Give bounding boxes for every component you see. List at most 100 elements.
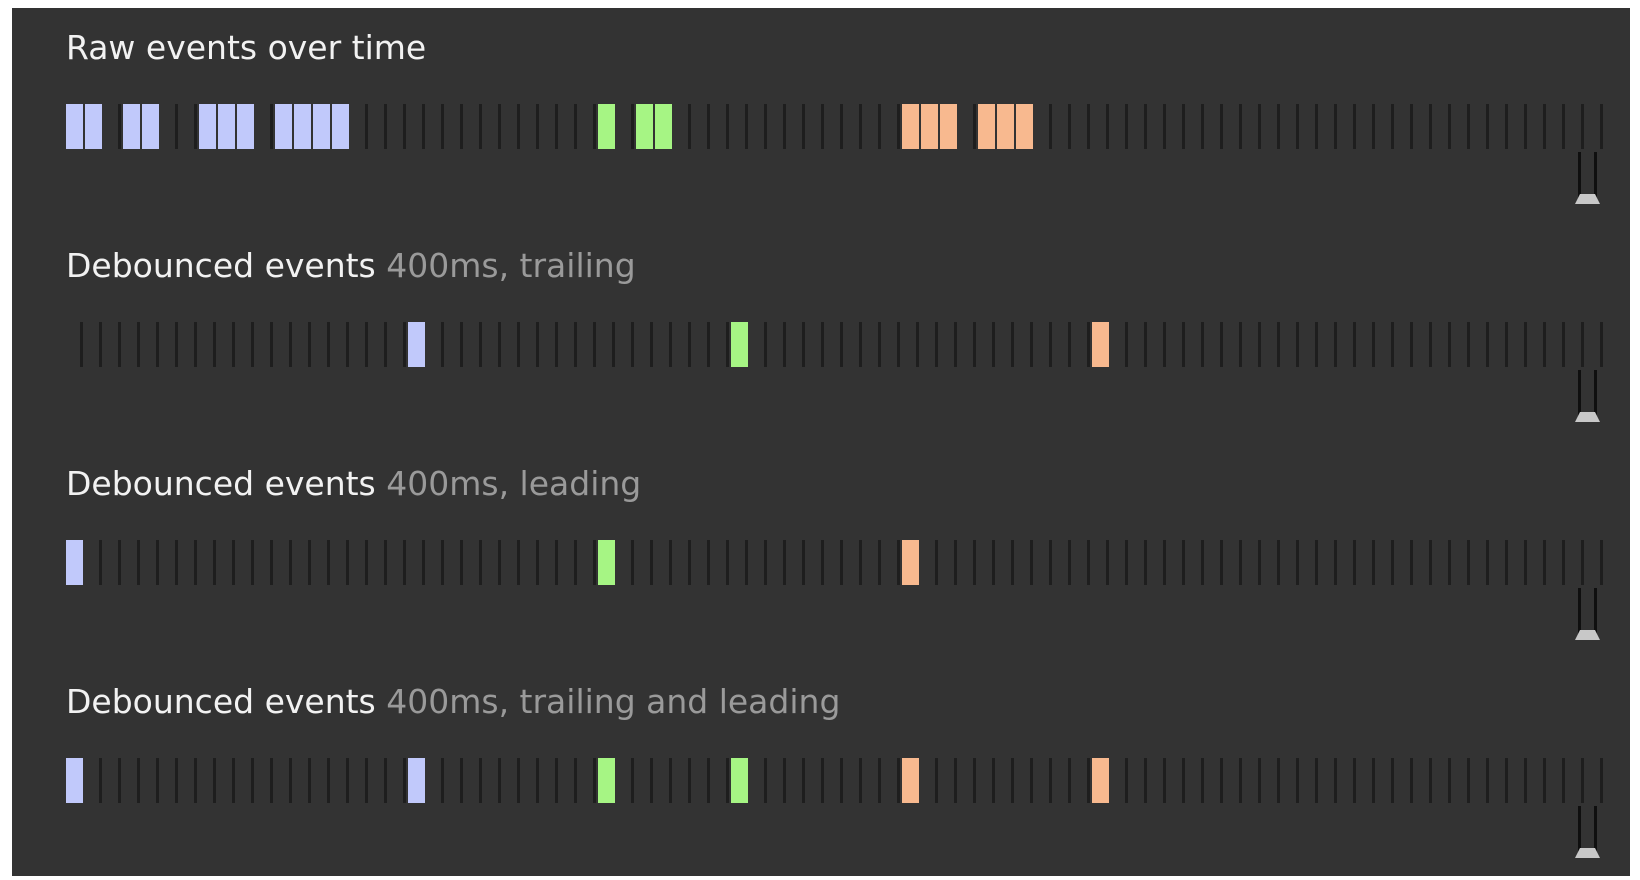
timeline-tick — [859, 104, 862, 149]
timeline-tick — [460, 322, 463, 367]
timeline-tick — [1163, 104, 1166, 149]
timeline-tick — [156, 758, 159, 803]
event-marker-c — [1016, 104, 1033, 149]
event-marker-a — [66, 540, 83, 585]
timeline-tick — [289, 540, 292, 585]
timeline-tick — [289, 758, 292, 803]
timeline-tick — [1524, 322, 1527, 367]
timeline-tick — [631, 758, 634, 803]
timeline-tick — [1068, 104, 1071, 149]
timeline-tick — [631, 540, 634, 585]
timeline-tick — [175, 322, 178, 367]
timeline-end-marker — [1575, 588, 1600, 642]
timeline-tick — [137, 758, 140, 803]
timeline-tick — [821, 540, 824, 585]
timeline-tick — [726, 104, 729, 149]
timeline-tick — [764, 758, 767, 803]
timeline-tick — [460, 540, 463, 585]
timeline-tick — [1429, 104, 1432, 149]
timeline-tick — [745, 104, 748, 149]
timeline-tick — [1144, 540, 1147, 585]
timeline-tick — [1125, 104, 1128, 149]
event-marker-b — [598, 758, 615, 803]
timeline-tick — [479, 104, 482, 149]
timeline-tick — [1049, 540, 1052, 585]
timeline-tick — [669, 540, 672, 585]
timeline-tick — [1372, 758, 1375, 803]
timeline-tick — [707, 322, 710, 367]
timeline-tick — [650, 758, 653, 803]
timeline-tick — [726, 758, 729, 803]
timeline-tick — [574, 540, 577, 585]
timeline-tick — [593, 322, 596, 367]
timeline-tick — [365, 104, 368, 149]
timeline-tick — [1258, 104, 1261, 149]
timeline-tick — [251, 322, 254, 367]
timeline-tick — [1125, 540, 1128, 585]
timeline-tick — [1486, 540, 1489, 585]
timeline-tick — [878, 540, 881, 585]
timeline-tick — [1524, 540, 1527, 585]
timeline-tick — [1467, 322, 1470, 367]
event-track — [12, 758, 1630, 868]
timeline-tick — [669, 322, 672, 367]
timeline-tick — [289, 322, 292, 367]
timeline-tick — [802, 758, 805, 803]
timeline-tick — [1201, 758, 1204, 803]
event-marker-a — [408, 322, 425, 367]
end-marker-post — [1594, 588, 1597, 634]
end-marker-base — [1575, 848, 1600, 858]
timeline-tick — [973, 104, 976, 149]
timeline-tick — [1315, 540, 1318, 585]
timeline-tick — [536, 758, 539, 803]
timeline-tick — [213, 540, 216, 585]
timeline-tick — [1467, 758, 1470, 803]
timeline-tick — [1353, 104, 1356, 149]
end-marker-post — [1578, 370, 1581, 416]
timeline-tick — [1505, 540, 1508, 585]
timeline-tick — [1258, 322, 1261, 367]
timeline-tick — [1049, 322, 1052, 367]
timeline-tick — [1543, 758, 1546, 803]
timeline-tick — [441, 758, 444, 803]
timeline-tick — [137, 540, 140, 585]
timeline-tick — [783, 758, 786, 803]
event-marker-b — [655, 104, 672, 149]
timeline-tick — [1182, 540, 1185, 585]
timeline-tick — [1011, 540, 1014, 585]
timeline-end-marker — [1575, 806, 1600, 860]
timeline-tick — [1410, 758, 1413, 803]
timeline-tick — [194, 322, 197, 367]
timeline-tick — [1391, 758, 1394, 803]
end-marker-post — [1578, 806, 1581, 852]
timeline-tick — [346, 540, 349, 585]
timeline-tick — [745, 540, 748, 585]
timeline-tick — [213, 322, 216, 367]
timeline-tick — [1068, 322, 1071, 367]
timeline-tick — [1087, 104, 1090, 149]
row-title: Raw events over time — [66, 28, 426, 68]
timeline-tick — [327, 322, 330, 367]
timeline-tick — [1562, 540, 1565, 585]
timeline-tick — [308, 758, 311, 803]
timeline-tick — [1448, 758, 1451, 803]
timeline-tick — [992, 758, 995, 803]
timeline-tick — [973, 322, 976, 367]
timeline-tick — [1296, 322, 1299, 367]
event-marker-c — [1092, 322, 1109, 367]
timeline-tick — [1353, 758, 1356, 803]
timeline-tick — [1125, 758, 1128, 803]
timeline-tick — [80, 322, 83, 367]
timeline-tick — [1353, 322, 1356, 367]
timeline-tick — [1087, 540, 1090, 585]
row-title-main: Debounced events — [66, 246, 376, 285]
timeline-tick — [707, 540, 710, 585]
end-marker-post — [1594, 152, 1597, 198]
timeline-tick — [251, 540, 254, 585]
timeline-end-marker — [1575, 370, 1600, 424]
timeline-tick — [1467, 104, 1470, 149]
timeline-tick — [1581, 104, 1584, 149]
event-track — [12, 322, 1630, 432]
timeline-tick — [479, 540, 482, 585]
timeline-tick — [802, 540, 805, 585]
